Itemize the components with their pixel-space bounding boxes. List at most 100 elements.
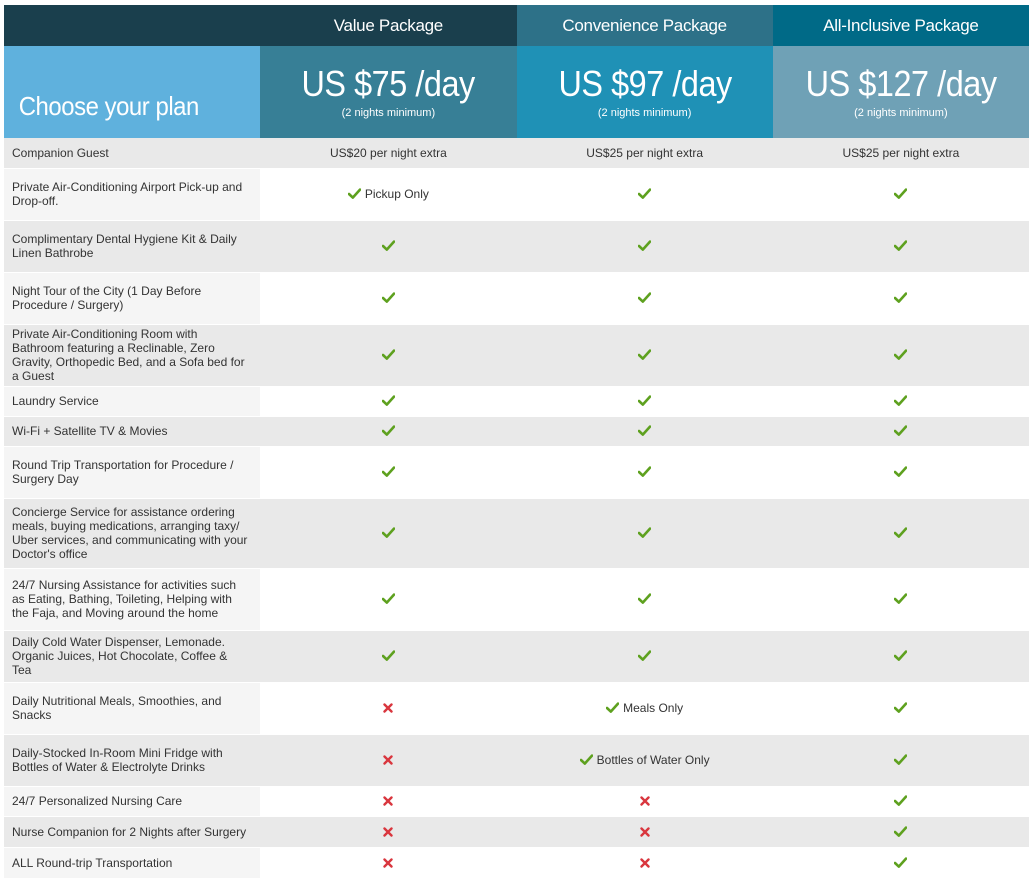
package-name-all-inclusive: All-Inclusive Package: [772, 5, 1029, 46]
cell-text: US$20 per night extra: [330, 145, 447, 160]
checkmark-icon: [381, 349, 395, 360]
feature-row: Night Tour of the City (1 Day Before Pro…: [4, 272, 1029, 325]
feature-row: Wi-Fi + Satellite TV & Movies: [4, 416, 1029, 447]
all-inclusive-package-cell: [772, 786, 1029, 817]
convenience-package-cell: Bottles of Water Only: [516, 734, 773, 787]
price-value: US $75 /day: [301, 63, 476, 104]
checkmark-icon: [638, 466, 652, 477]
cross-icon: [383, 826, 394, 837]
cross-icon: [383, 796, 394, 806]
feature-label: 24/7 Personalized Nursing Care: [4, 786, 261, 817]
value-package-cell: [260, 630, 517, 683]
checkmark-icon: [894, 292, 908, 303]
value-package-cell: [260, 847, 517, 879]
package-header-row: Value Package Convenience Package All-In…: [4, 5, 1029, 46]
feature-row: Daily-Stocked In-Room Mini Fridge with B…: [4, 734, 1029, 787]
all-inclusive-package-cell: [772, 386, 1029, 417]
value-package-cell: [260, 272, 517, 325]
feature-label: Daily-Stocked In-Room Mini Fridge with B…: [4, 734, 261, 787]
cross-icon: [639, 826, 650, 837]
all-inclusive-package-cell: [772, 682, 1029, 735]
checkmark-icon: [638, 425, 652, 436]
cell-text: Bottles of Water Only: [596, 753, 710, 767]
feature-label: ALL Round-trip Transportation: [4, 847, 261, 879]
checkmark-icon: [894, 754, 908, 765]
cross-icon: [383, 755, 394, 765]
all-inclusive-package-cell: [772, 416, 1029, 447]
checkmark-icon: [638, 527, 652, 538]
checkmark-icon: [638, 395, 652, 406]
feature-label: Daily Cold Water Dispenser, Lemonade. Or…: [4, 630, 261, 683]
checkmark-icon: [894, 240, 908, 251]
checkmark-icon: [894, 425, 908, 436]
feature-label: Daily Nutritional Meals, Smoothies, and …: [4, 682, 261, 735]
feature-label: Laundry Service: [4, 386, 261, 417]
minimum-note: (2 nights minimum): [597, 107, 692, 119]
checkmark-icon: [638, 292, 652, 303]
feature-label: 24/7 Nursing Assistance for activities s…: [4, 568, 261, 631]
all-inclusive-package-cell: [772, 168, 1029, 221]
checkmark-icon: [894, 650, 908, 661]
all-inclusive-package-cell: [772, 568, 1029, 631]
price-cell-convenience: US $97 /day (2 nights minimum): [516, 46, 773, 138]
checkmark-icon: [606, 702, 620, 713]
value-package-cell: [260, 734, 517, 787]
checkmark-icon: [381, 292, 395, 303]
cell-text: US$25 per night extra: [586, 145, 703, 160]
cross-icon: [639, 857, 650, 868]
feature-row: Daily Nutritional Meals, Smoothies, and …: [4, 682, 1029, 735]
checkmark-icon: [638, 240, 652, 251]
checkmark-icon: [894, 825, 908, 837]
convenience-package-cell: US$25 per night extra: [516, 138, 773, 169]
convenience-package-cell: [516, 630, 773, 683]
checkmark-icon: [894, 527, 908, 538]
package-name-convenience: Convenience Package: [516, 5, 773, 46]
cell-text: Pickup Only: [364, 187, 429, 201]
pricing-table: Value Package Convenience Package All-In…: [4, 5, 1029, 879]
feature-row: Daily Cold Water Dispenser, Lemonade. Or…: [4, 630, 1029, 683]
package-name-value: Value Package: [260, 5, 517, 46]
value-package-cell: [260, 324, 517, 387]
all-inclusive-package-cell: [772, 272, 1029, 325]
convenience-package-cell: [516, 446, 773, 499]
value-package-cell: [260, 220, 517, 273]
minimum-note: (2 nights minimum): [854, 107, 948, 119]
choose-plan-title: Choose your plan: [18, 91, 200, 121]
price-cell-value: US $75 /day (2 nights minimum): [260, 46, 517, 138]
cross-icon: [383, 857, 394, 868]
convenience-package-cell: [516, 220, 773, 273]
checkmark-icon: [381, 593, 395, 604]
checkmark-icon: [894, 349, 908, 360]
convenience-package-cell: [516, 168, 773, 221]
checkmark-icon: [381, 527, 395, 538]
feature-row: Nurse Companion for 2 Nights after Surge…: [4, 816, 1029, 848]
checkmark-icon: [638, 349, 652, 360]
value-package-cell: [260, 416, 517, 447]
all-inclusive-package-cell: US$25 per night extra: [772, 138, 1029, 169]
feature-row: Round Trip Transportation for Procedure …: [4, 446, 1029, 499]
checkmark-icon: [894, 702, 908, 713]
checkmark-icon: [894, 466, 908, 477]
header-corner: [4, 5, 261, 46]
convenience-package-cell: [516, 847, 773, 879]
price-value: US $127 /day: [805, 63, 997, 104]
minimum-note: (2 nights minimum): [341, 107, 436, 119]
value-package-cell: Pickup Only: [260, 168, 517, 221]
convenience-package-cell: [516, 816, 773, 848]
all-inclusive-package-cell: [772, 498, 1029, 569]
all-inclusive-package-cell: [772, 446, 1029, 499]
feature-row: Concierge Service for assistance orderin…: [4, 498, 1029, 569]
checkmark-icon: [347, 188, 361, 199]
feature-label: Nurse Companion for 2 Nights after Surge…: [4, 816, 261, 848]
checkmark-icon: [894, 795, 908, 806]
value-package-cell: [260, 568, 517, 631]
checkmark-icon: [638, 188, 652, 199]
value-package-cell: US$20 per night extra: [260, 138, 517, 169]
checkmark-icon: [381, 395, 395, 406]
all-inclusive-package-cell: [772, 630, 1029, 683]
checkmark-icon: [638, 650, 652, 661]
price-cell-all-inclusive: US $127 /day (2 nights minimum): [772, 46, 1029, 138]
feature-label: Night Tour of the City (1 Day Before Pro…: [4, 272, 261, 325]
feature-row: Complimentary Dental Hygiene Kit & Daily…: [4, 220, 1029, 273]
feature-row: 24/7 Personalized Nursing Care: [4, 786, 1029, 817]
